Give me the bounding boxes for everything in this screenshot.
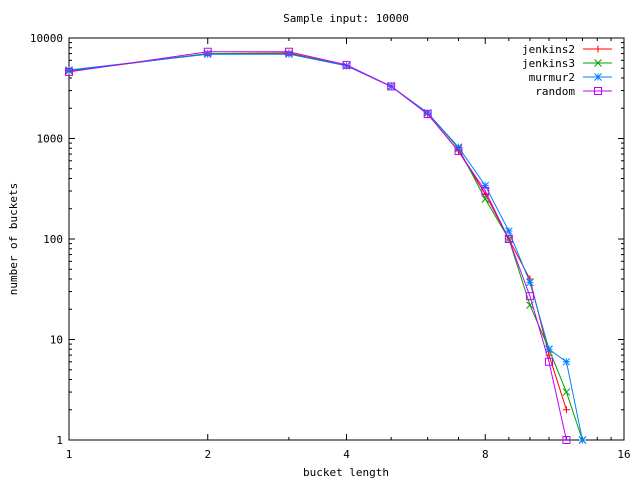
marker-star (526, 278, 534, 287)
marker-plus (594, 45, 602, 53)
marker-square (387, 82, 396, 91)
y-tick-label: 100 (43, 233, 63, 246)
x-axis-label: bucket length (303, 466, 389, 479)
marker-square (504, 235, 513, 243)
marker-square (284, 47, 293, 56)
marker-star (481, 181, 490, 190)
marker-star (504, 227, 513, 235)
marker-square (203, 47, 212, 56)
marker-star (562, 357, 571, 366)
marker-square (525, 292, 534, 301)
marker-cross (594, 59, 602, 67)
x-tick-label: 1 (66, 448, 73, 461)
marker-star (342, 61, 351, 70)
marker-star (545, 345, 553, 354)
marker-star (594, 73, 602, 81)
y-tick-label: 10000 (30, 32, 63, 45)
marker-cross (562, 388, 571, 396)
marker-square (544, 357, 553, 366)
marker-square (342, 60, 351, 69)
legend-label: random (535, 85, 575, 98)
series-line (68, 53, 583, 441)
series-murmur2 (65, 50, 587, 444)
series-jenkins2 (65, 49, 570, 414)
marker-star (203, 50, 212, 59)
series-line (68, 51, 567, 441)
marker-square (454, 147, 463, 156)
marker-plus (562, 406, 570, 414)
marker-star (423, 108, 432, 117)
y-ticks: 1 10 100 1000 10000 (30, 32, 624, 447)
y-tick-label: 1000 (37, 133, 64, 146)
x-tick-label: 8 (482, 448, 489, 461)
series-random (65, 47, 571, 444)
marker-square (481, 187, 490, 196)
marker-square (423, 110, 432, 119)
marker-square (562, 436, 571, 444)
legend-label: jenkins2 (522, 43, 575, 56)
chart-title: Sample input: 10000 (283, 12, 409, 25)
series-jenkins3 (65, 49, 587, 444)
series-layer (65, 47, 587, 444)
marker-star (578, 436, 587, 444)
x-ticks: 1 2 4 8 16 (66, 38, 631, 461)
y-tick-label: 1 (56, 434, 63, 447)
legend-label: jenkins3 (522, 57, 575, 70)
legend-label: murmur2 (529, 71, 575, 84)
x-tick-label: 16 (617, 448, 630, 461)
y-tick-label: 10 (50, 334, 63, 347)
plot-frame (68, 37, 625, 441)
series-line (68, 52, 567, 410)
y-axis-label: number of buckets (7, 183, 20, 296)
marker-star (65, 66, 73, 74)
marker-star (285, 50, 293, 59)
marker-square (594, 87, 602, 95)
series-line (68, 53, 583, 441)
x-tick-label: 2 (204, 448, 211, 461)
x-tick-label: 4 (343, 448, 350, 461)
marker-square (65, 67, 73, 76)
